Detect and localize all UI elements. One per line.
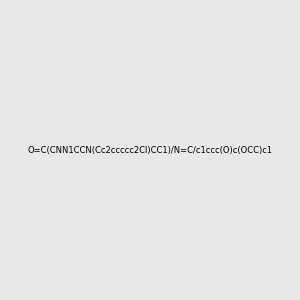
Text: O=C(CNN1CCN(Cc2ccccc2Cl)CC1)/N=C/c1ccc(O)c(OCC)c1: O=C(CNN1CCN(Cc2ccccc2Cl)CC1)/N=C/c1ccc(O… <box>27 146 273 154</box>
